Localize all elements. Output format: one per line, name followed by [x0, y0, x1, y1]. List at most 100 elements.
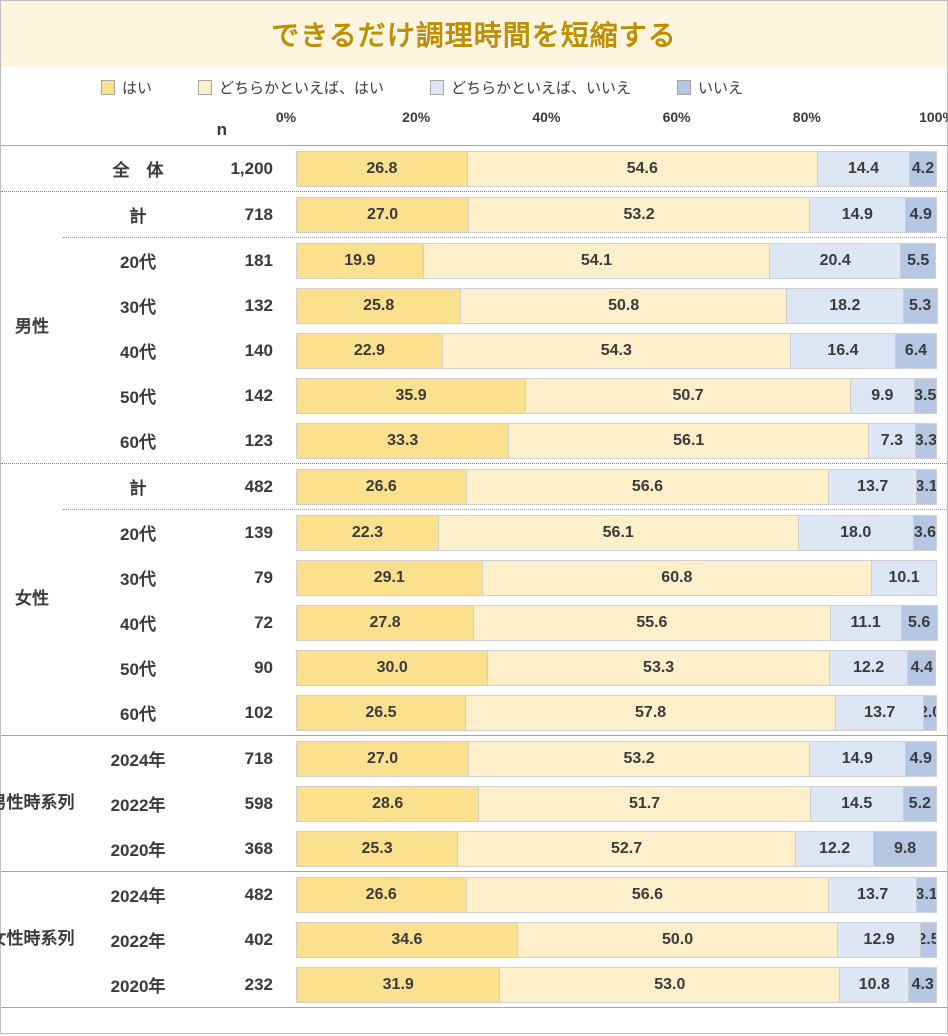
axis-tick-label: 40%: [532, 109, 561, 125]
bar-segment: 4.9: [905, 196, 937, 233]
row-sample-size: 181: [244, 250, 273, 270]
bar-segment: 53.2: [469, 196, 811, 233]
stacked-bar: 27.0 53.2 14.9 4.9: [296, 196, 937, 233]
legend-item: はい: [101, 77, 152, 98]
bar-segment: 60.8: [482, 559, 873, 596]
bar-segment: 9.9: [851, 377, 915, 414]
table-row: 計 482 26.656.613.73.1: [63, 464, 947, 509]
row-sample-size: 402: [244, 929, 273, 949]
table-row: 50代 142 35.9 50.7 9.9 3.5: [63, 373, 947, 418]
stacked-bar: 26.8 54.6 14.4 4.2: [296, 150, 937, 187]
bar-segment: 5.3: [903, 287, 938, 324]
bar-segment: 56.1: [509, 422, 870, 459]
bar-segment: 2.0: [924, 694, 937, 731]
chart-title-band: できるだけ調理時間を短縮する: [1, 1, 947, 67]
bar-segment: 29.1: [296, 559, 483, 596]
row-group-label: 女性時系列: [0, 929, 75, 949]
row-label: 60代: [120, 705, 156, 724]
bar-segment: 12.2: [795, 830, 875, 867]
stacked-bar: 34.650.012.92.5: [296, 921, 937, 958]
row-label: 2024年: [110, 887, 166, 906]
row-label: 40代: [120, 343, 156, 362]
legend-item: どちらかといえば、いいえ: [430, 77, 631, 98]
bar-segment: 5.6: [901, 604, 938, 641]
table-row: 2020年 368 25.3 52.7 12.2 9.8: [63, 826, 947, 871]
row-label: 40代: [120, 615, 156, 634]
row-label: 2024年: [110, 751, 166, 770]
bar-segment: 22.3: [296, 514, 439, 551]
legend-item-label: はい: [122, 79, 153, 97]
stacked-bar: 22.3 56.1 18.0 3.6: [296, 514, 937, 551]
table-row: 20代 181 19.9 54.1 20.4 5.5: [63, 237, 947, 283]
stacked-bar: 27.0 53.2 14.9 4.9: [296, 740, 937, 777]
table-row: 40代 140 22.9 54.3 16.4 6.4: [63, 328, 947, 373]
bar-segment: 53.2: [469, 740, 811, 777]
row-sample-size: 598: [244, 793, 273, 813]
axis-tick-label: 80%: [792, 109, 821, 125]
bar-segment: 26.8: [296, 150, 468, 187]
bar-segment: 19.9: [296, 242, 424, 279]
stacked-bar: 30.0 53.3 12.2 4.4: [296, 649, 937, 686]
bar-segment: 13.7: [829, 876, 918, 913]
bar-segment: 55.6: [474, 604, 831, 641]
row-group-label: 男性時系列: [0, 793, 75, 813]
bar-segment: 4.4: [908, 649, 937, 686]
axis-tick-label: 0%: [275, 109, 297, 125]
bar-segment: 26.5: [296, 694, 466, 731]
bar-segment: 56.1: [438, 514, 799, 551]
row-sample-size: 232: [244, 974, 273, 994]
row-label: 30代: [120, 298, 156, 317]
legend-item-label: どちらかといえば、いいえ: [451, 79, 632, 97]
bar-segment: 10.8: [840, 966, 910, 1003]
bar-segment: 5.2: [903, 785, 937, 822]
table-row: 2024年 482 26.656.613.73.1: [63, 872, 947, 917]
bar-segment: 16.4: [790, 332, 896, 369]
row-label: 2022年: [110, 932, 166, 951]
row-label: 20代: [120, 525, 156, 544]
axis-header: n 0% 20% 40% 60% 80% 100%: [1, 107, 948, 145]
bar-segment: 10.1: [872, 559, 937, 596]
row-sample-size: 132: [244, 295, 273, 315]
bar-segment: 22.9: [296, 332, 443, 369]
stacked-bar: 22.9 54.3 16.4 6.4: [296, 332, 937, 369]
page-title: できるだけ調理時間を短縮する: [271, 20, 677, 51]
table-row: 計 718 27.0 53.2 14.9 4.9: [63, 192, 947, 237]
row-label: 2022年: [110, 796, 166, 815]
n-column-header: n: [216, 120, 227, 139]
axis-tick-label: 100%: [919, 109, 948, 125]
legend-swatch-icon: [198, 79, 213, 95]
bar-segment: 18.2: [787, 287, 904, 324]
bar-segment: 14.4: [817, 150, 911, 187]
bar-segment: 25.3: [296, 830, 459, 867]
legend-item-label: どちらかといえば、はい: [219, 79, 385, 97]
legend-swatch-icon: [430, 79, 445, 95]
row-sample-size: 90: [254, 657, 273, 677]
legend-item-label: いいえ: [698, 79, 744, 97]
row-label: 50代: [120, 388, 156, 407]
row-label: 計: [129, 479, 147, 498]
bar-segment: 30.0: [296, 649, 489, 686]
axis-tick-label: 60%: [662, 109, 691, 125]
row-sample-size: 72: [254, 612, 273, 632]
table-row: 20代 139 22.3 56.1 18.0 3.6: [63, 509, 947, 555]
axis-tick-label: 20%: [402, 109, 431, 125]
bar-segment: 53.0: [500, 966, 841, 1003]
table-row: 2022年 402 34.650.012.92.5: [63, 917, 947, 962]
bar-segment: 4.3: [909, 966, 937, 1003]
bar-segment: 14.5: [810, 785, 904, 822]
table-row: 2024年 718 27.0 53.2 14.9 4.9: [63, 736, 947, 781]
bar-segment: 50.7: [526, 377, 852, 414]
bar-segment: 9.8: [874, 830, 937, 867]
row-sample-size: 139: [244, 522, 273, 542]
table-row: 40代 72 27.8 55.6 11.1 5.6: [63, 600, 947, 645]
row-group: 男性時系列 2024年 718 27.053.214.94.9 2022年 598 28.6…: [0, 735, 947, 871]
bar-segment: 20.4: [770, 242, 902, 279]
row-label: 全 体: [112, 161, 164, 180]
row-group: 女性計48226.656.613.73.120代13922.356.118.03…: [1, 463, 947, 735]
row-group-label: 男性: [15, 317, 49, 337]
stacked-bar: 26.557.813.72.0: [296, 694, 937, 731]
bar-segment: 50.0: [517, 921, 839, 958]
stacked-bar: 31.9 53.0 10.8 4.3: [296, 966, 937, 1003]
row-sample-size: 140: [244, 340, 273, 360]
row-sample-size: 123: [244, 430, 273, 450]
